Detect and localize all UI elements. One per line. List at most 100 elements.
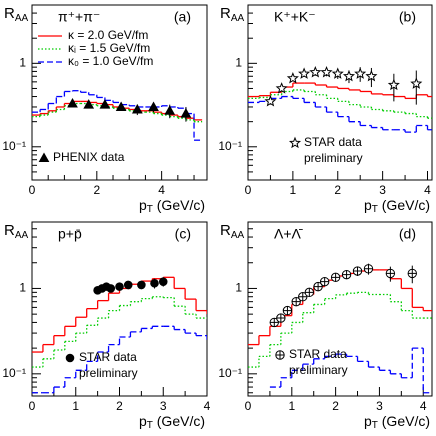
clip-group xyxy=(32,90,203,141)
data-point xyxy=(150,278,159,288)
x-tick-label: 3 xyxy=(160,399,167,413)
y-axis-label: RAA xyxy=(220,222,245,241)
data-point xyxy=(99,99,111,109)
data-point xyxy=(164,105,176,115)
data-point xyxy=(309,65,322,78)
annotation-text: STAR data xyxy=(304,135,362,149)
y-axis-label-main: R xyxy=(220,5,231,22)
x-tick-label: 4 xyxy=(158,183,165,197)
data-point xyxy=(330,272,341,283)
annotation-text: preliminary xyxy=(79,366,138,380)
data-point xyxy=(407,268,417,279)
legend-label: κ = 2.0 GeV/fm xyxy=(68,28,148,42)
annotation-text: STAR data xyxy=(79,350,137,364)
x-axis-label: pT (GeV/c) xyxy=(364,413,430,431)
data-point xyxy=(363,264,374,274)
y-tick-label: 10⁻¹ xyxy=(218,366,242,380)
y-axis-label-main: R xyxy=(4,5,15,22)
y-tick-label: 1 xyxy=(19,281,26,295)
panel: 10⁻¹ 1 0 1 2 3 4 RAA pT (GeV/c) K⁺+K⁻ (b) STAR data… xyxy=(218,4,433,215)
panel: 10⁻¹ 1 0 2 4 RAA pT (GeV/c) π⁺+π⁻ (a) κ = 2.0 GeV… xyxy=(2,4,208,215)
y-axis-label: RAA xyxy=(4,5,29,24)
data-point xyxy=(298,67,311,79)
y-tick-label: 1 xyxy=(19,56,26,70)
panel-tag: (b) xyxy=(399,9,416,25)
x-tick-label: 1 xyxy=(72,399,79,413)
data-point xyxy=(276,313,286,323)
x-tick-label: 2 xyxy=(93,183,100,197)
x-axis-label: pT (GeV/c) xyxy=(139,197,205,215)
panel-tag: (d) xyxy=(399,226,416,242)
plot-frame xyxy=(31,4,208,181)
panel: 10⁻¹ 1 0 1 2 3 4 RAA pT (GeV/c) Λ+Λ̄ (d) STAR data p… xyxy=(218,221,433,431)
data-point xyxy=(385,268,396,279)
x-tick-label: 4 xyxy=(424,183,431,197)
legend-label: κᵢ = 1.5 GeV/fm xyxy=(68,41,150,55)
x-tick-label: 1 xyxy=(290,183,297,197)
x-tick-label: 2 xyxy=(116,399,123,413)
y-tick-label: 10⁻¹ xyxy=(2,366,26,380)
data-point xyxy=(304,287,315,298)
data-point xyxy=(298,292,308,302)
data-point xyxy=(387,78,400,91)
data-point xyxy=(180,108,192,118)
data-point xyxy=(67,97,78,108)
data-point xyxy=(320,65,333,78)
data-point xyxy=(275,82,288,94)
y-tick-label: 10⁻¹ xyxy=(2,139,26,153)
annotation-marker xyxy=(275,350,285,360)
data-point xyxy=(341,269,352,280)
panel-tag: (a) xyxy=(174,9,191,25)
data-point xyxy=(282,305,293,316)
x-tick-label: 2 xyxy=(332,399,339,413)
data-point xyxy=(158,277,168,286)
y-axis-label-main: R xyxy=(220,222,231,239)
x-tick-label: 0 xyxy=(245,183,252,197)
panel: 10⁻¹ 1 0 1 2 3 4 RAA pT (GeV/c) p+p̄ (c) STAR data p… xyxy=(2,221,211,431)
x-tick-label: 0 xyxy=(245,399,252,413)
x-axis-label-suffix: (GeV/c) xyxy=(378,197,430,213)
data-point xyxy=(137,280,146,290)
x-axis-label-main: p xyxy=(139,197,147,213)
data-point xyxy=(319,276,330,287)
x-axis-label-main: p xyxy=(139,413,147,429)
x-axis-label-suffix: (GeV/c) xyxy=(153,413,205,429)
x-axis-label-sub: T xyxy=(372,420,378,431)
panel-title: p+p̄ xyxy=(58,226,82,242)
data-point xyxy=(148,101,159,111)
data-point xyxy=(131,103,143,114)
legend-label: κ₀ = 1.0 GeV/fm xyxy=(68,54,153,68)
y-axis-label: RAA xyxy=(220,5,245,24)
annotation-text: PHENIX data xyxy=(53,150,125,164)
y-axis-label-sub: AA xyxy=(231,230,245,241)
y-tick-label: 1 xyxy=(235,281,242,295)
data-point xyxy=(291,296,301,307)
annotation-marker xyxy=(288,136,302,149)
clip-group xyxy=(248,82,432,133)
y-tick-label: 1 xyxy=(235,56,242,70)
x-tick-label: 0 xyxy=(29,399,36,413)
y-tick-label: 10⁻¹ xyxy=(218,139,242,153)
annotation-text: preliminary xyxy=(304,151,363,165)
x-axis-label-main: p xyxy=(364,413,372,429)
data-point xyxy=(123,280,133,290)
x-axis-label-sub: T xyxy=(372,204,378,215)
data-point xyxy=(354,67,367,79)
x-tick-label: 0 xyxy=(29,183,36,197)
data-point xyxy=(365,69,378,82)
annotation-text: STAR data xyxy=(289,347,347,361)
data-point xyxy=(313,281,323,292)
y-axis-label-sub: AA xyxy=(15,230,29,241)
x-axis-label: pT (GeV/c) xyxy=(364,197,430,215)
plot-frame xyxy=(247,221,433,397)
x-axis-label: pT (GeV/c) xyxy=(139,413,205,431)
panel-tag: (c) xyxy=(175,226,191,242)
annotation-text: preliminary xyxy=(289,363,348,377)
data-point xyxy=(331,67,344,79)
data-point xyxy=(352,266,363,276)
x-axis-label-main: p xyxy=(364,197,372,213)
x-axis-label-sub: T xyxy=(147,420,153,431)
plot-frame xyxy=(247,4,433,181)
